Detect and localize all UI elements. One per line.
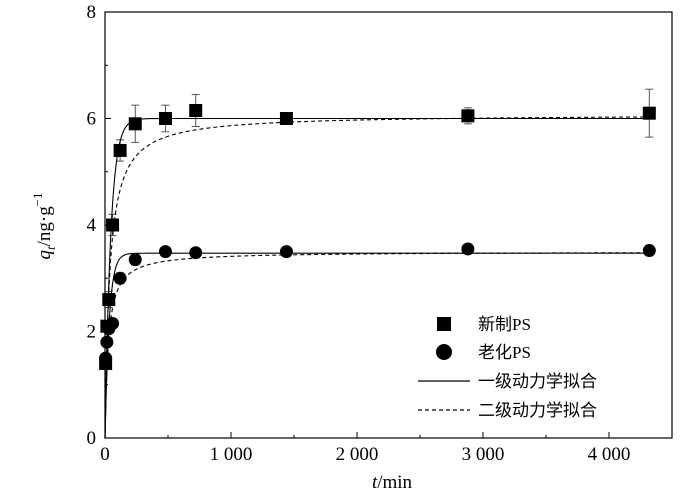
legend: 新制PS 老化PS 一级动力学拟合 二级动力学拟合	[418, 315, 597, 420]
x-tick-label: 0	[100, 444, 110, 465]
fresh-ps-point	[189, 104, 203, 118]
x-tick-label: 3 000	[462, 444, 505, 465]
y-axis-label: qt/ng·g−1	[30, 192, 58, 259]
aged-ps-point	[158, 245, 172, 259]
y-tick-label: 6	[87, 109, 97, 130]
legend-label-pso-fit: 二级动力学拟合	[478, 401, 597, 420]
y-tick-label: 8	[87, 2, 97, 23]
axes	[104, 11, 673, 439]
aged-ps-point	[99, 351, 113, 365]
legend-marker-square	[437, 317, 451, 331]
aged-ps-point	[100, 335, 114, 349]
x-tick-label: 4 000	[588, 444, 631, 465]
error-bars	[101, 88, 654, 370]
fresh-ps-point	[461, 109, 475, 123]
x-tick-label: 1 000	[210, 444, 253, 465]
pso-fit-line	[104, 116, 650, 439]
legend-marker-circle	[436, 344, 452, 360]
aged-ps-point	[461, 242, 475, 256]
aged-ps-point	[128, 253, 142, 267]
fresh-ps-point	[102, 293, 116, 307]
fresh-ps-point	[128, 117, 142, 131]
tick-labels: 0 1 000 2 000 3 000 4 000 0 2 4 6 8	[87, 2, 631, 465]
pfo-fit-line	[104, 117, 650, 439]
y-tick-label: 2	[87, 322, 97, 343]
x-tick-label: 2 000	[336, 444, 379, 465]
legend-label-fresh-ps: 新制PS	[478, 315, 531, 334]
aged-ps-point	[189, 246, 203, 260]
data-markers	[99, 104, 656, 370]
y-tick-label: 4	[87, 215, 97, 236]
aged-ps-point	[279, 245, 293, 259]
fresh-ps-point	[158, 112, 172, 125]
aged-ps-point	[113, 271, 127, 285]
aged-ps-point	[642, 244, 656, 258]
fresh-ps-point	[113, 143, 127, 157]
x-axis-label: t/min	[372, 472, 413, 493]
aged-ps-point	[106, 317, 120, 331]
fresh-ps-point	[642, 106, 656, 120]
fresh-ps-point	[279, 112, 293, 125]
legend-label-pfo-fit: 一级动力学拟合	[478, 372, 597, 391]
y-tick-label: 0	[87, 428, 97, 449]
legend-label-aged-ps: 老化PS	[478, 343, 531, 362]
fresh-ps-point	[106, 218, 120, 232]
